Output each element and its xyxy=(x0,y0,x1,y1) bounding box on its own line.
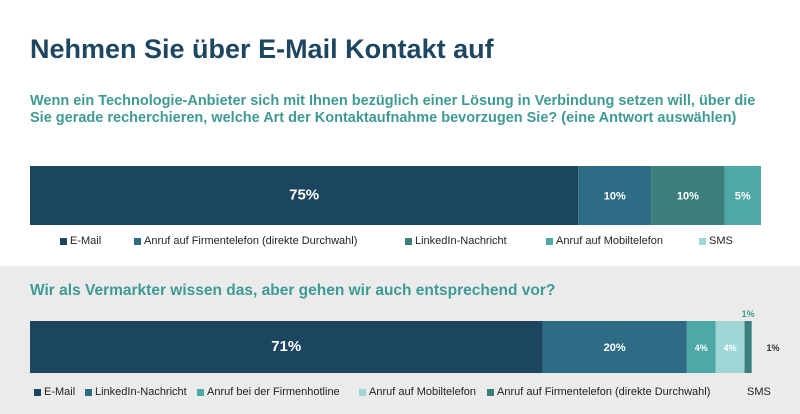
legend-swatch xyxy=(699,237,706,245)
bar-segment-anruf-auf-firmentelefon-direkte-durchwahl xyxy=(744,321,752,373)
bar-segment-e-mail xyxy=(30,321,543,373)
legend-item-anruf-bei-der-firmenhotline: Anruf bei der Firmenhotline xyxy=(197,386,340,398)
legend-swatch xyxy=(197,388,204,396)
legend-label: E-Mail xyxy=(70,235,102,247)
bar-segment-linkedin-nachricht xyxy=(542,321,687,373)
legend-swatch xyxy=(34,388,41,396)
legend-swatch xyxy=(134,237,141,245)
data-label-anruf-bei-der-firmenhotline: 4% xyxy=(695,343,708,353)
legend-label: E-Mail xyxy=(44,386,76,398)
legend-item-anruf-auf-mobiltelefon: Anruf auf Mobiltelefon xyxy=(359,386,476,398)
page-title: Nehmen Sie über E-Mail Kontakt auf xyxy=(30,34,494,64)
legend-item-anruf-auf-mobiltelefon: Anruf auf Mobiltelefon xyxy=(546,235,663,247)
legend-swatch xyxy=(85,388,92,396)
legend-swatch xyxy=(405,237,412,245)
chart-2-title: Wir als Vermarkter wissen das, aber gehe… xyxy=(30,282,556,299)
legend-swatch xyxy=(737,388,744,396)
legend-item-anruf-auf-firmentelefon-direkte-durchwahl: Anruf auf Firmentelefon (direkte Durchwa… xyxy=(487,386,710,398)
legend-item-sms: SMS xyxy=(737,386,771,398)
bar-segment-e-mail xyxy=(30,166,579,225)
bar-segment-anruf-bei-der-firmenhotline xyxy=(686,321,716,373)
chart-2: 71% 20% 4% 4% 1% 1% xyxy=(30,309,780,373)
legend-label: SMS xyxy=(747,386,771,398)
data-label-anruf-auf-firmentelefon-direkte-durchwahl: 1% xyxy=(742,309,755,319)
data-label-anruf-auf-mobiltelefon: 5% xyxy=(735,191,751,203)
legend-label: Anruf auf Mobiltelefon xyxy=(369,386,477,398)
data-label-anruf-auf-mobiltelefon: 4% xyxy=(724,343,737,353)
legend-item-anruf-auf-firmentelefon-direkte-durchwahl: Anruf auf Firmentelefon (direkte Durchwa… xyxy=(134,235,357,247)
legend-label: LinkedIn-Nachricht xyxy=(415,235,507,247)
data-label-e-mail: 75% xyxy=(289,187,319,204)
legend-item-e-mail: E-Mail xyxy=(60,235,101,247)
legend-item-sms: SMS xyxy=(699,235,733,247)
legend-item-linkedin-nachricht: LinkedIn-Nachricht xyxy=(405,235,507,247)
legend-label: Anruf bei der Firmenhotline xyxy=(207,386,340,398)
chart-1-title: Wenn ein Technologie-Anbieter sich mit I… xyxy=(30,93,756,126)
legend-item-e-mail: E-Mail xyxy=(34,386,75,398)
data-label-linkedin-nachricht: 10% xyxy=(677,191,699,203)
legend-swatch xyxy=(60,237,67,245)
legend-label: LinkedIn-Nachricht xyxy=(95,386,187,398)
data-label-linkedin-nachricht: 20% xyxy=(604,342,626,354)
bar-segment-anruf-auf-mobiltelefon xyxy=(724,166,761,225)
legend-swatch xyxy=(487,388,494,396)
legend-swatch xyxy=(546,237,553,245)
data-label-anruf-auf-firmentelefon-direkte-durchwahl: 10% xyxy=(604,191,626,203)
chart-1: 75% 10% 10% 5% xyxy=(30,166,761,225)
legend-swatch xyxy=(359,388,366,396)
legend-label: Anruf auf Mobiltelefon xyxy=(556,235,664,247)
legend-label: SMS xyxy=(709,235,733,247)
legend-item-linkedin-nachricht: LinkedIn-Nachricht xyxy=(85,386,187,398)
bar-segment-anruf-auf-mobiltelefon xyxy=(715,321,745,373)
legend-label: Anruf auf Firmentelefon (direkte Durchwa… xyxy=(144,235,358,247)
data-label-e-mail: 71% xyxy=(271,338,301,355)
data-label-sms: 1% xyxy=(766,343,779,353)
bar-segment-linkedin-nachricht xyxy=(651,166,725,225)
bar-segment-anruf-auf-firmentelefon-direkte-durchwahl xyxy=(578,166,652,225)
bar-segment-sms xyxy=(751,321,759,373)
legend-label: Anruf auf Firmentelefon (direkte Durchwa… xyxy=(497,386,711,398)
